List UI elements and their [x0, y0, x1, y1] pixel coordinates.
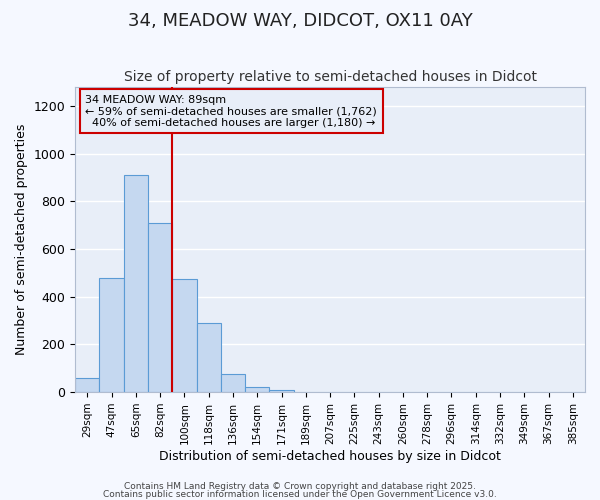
Bar	[197, 323, 221, 392]
Bar	[75, 378, 100, 392]
Bar	[245, 388, 269, 392]
Bar	[172, 279, 197, 392]
Bar	[269, 390, 293, 392]
Bar	[124, 175, 148, 392]
Text: Contains HM Land Registry data © Crown copyright and database right 2025.: Contains HM Land Registry data © Crown c…	[124, 482, 476, 491]
X-axis label: Distribution of semi-detached houses by size in Didcot: Distribution of semi-detached houses by …	[159, 450, 501, 462]
Bar	[148, 223, 172, 392]
Text: 34 MEADOW WAY: 89sqm
← 59% of semi-detached houses are smaller (1,762)
  40% of : 34 MEADOW WAY: 89sqm ← 59% of semi-detac…	[85, 94, 377, 128]
Text: Contains public sector information licensed under the Open Government Licence v3: Contains public sector information licen…	[103, 490, 497, 499]
Text: 34, MEADOW WAY, DIDCOT, OX11 0AY: 34, MEADOW WAY, DIDCOT, OX11 0AY	[128, 12, 472, 30]
Title: Size of property relative to semi-detached houses in Didcot: Size of property relative to semi-detach…	[124, 70, 536, 85]
Y-axis label: Number of semi-detached properties: Number of semi-detached properties	[15, 124, 28, 356]
Bar	[221, 374, 245, 392]
Bar	[100, 278, 124, 392]
